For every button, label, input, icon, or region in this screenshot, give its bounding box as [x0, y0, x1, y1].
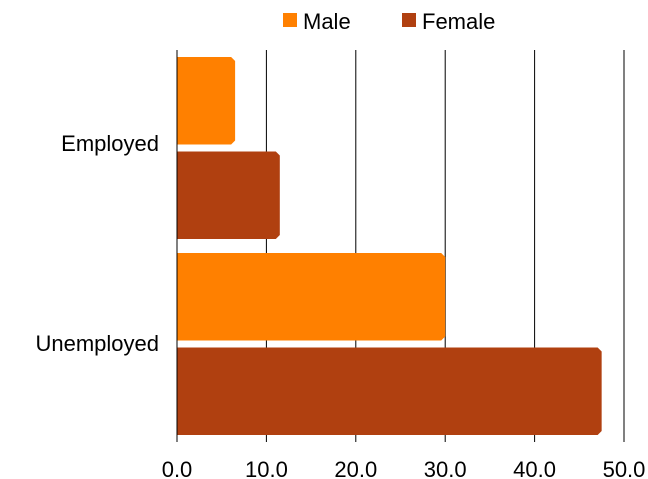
category-label-employed: Employed [61, 131, 159, 156]
bar-female-unemployed [177, 347, 602, 435]
category-label-unemployed: Unemployed [35, 331, 159, 356]
legend-label-female: Female [422, 9, 495, 34]
x-tick-label-2: 20.0 [334, 457, 377, 479]
legend-swatch-female [402, 13, 416, 27]
bars [177, 57, 602, 435]
x-tick-label-4: 40.0 [513, 457, 556, 479]
y-axis: Employed Unemployed [35, 50, 178, 442]
bar-female-employed [177, 151, 280, 239]
x-tick-label-5: 50.0 [603, 457, 646, 479]
legend-swatch-male [283, 13, 297, 27]
legend: Male Female [283, 9, 495, 34]
x-tick-label-0: 0.0 [162, 457, 193, 479]
bar-male-unemployed [177, 253, 446, 341]
x-tick-label-1: 10.0 [245, 457, 288, 479]
legend-label-male: Male [303, 9, 351, 34]
x-axis: 0.0 10.0 20.0 30.0 40.0 50.0 [162, 457, 646, 479]
bar-male-employed [177, 57, 236, 145]
x-tick-label-3: 30.0 [424, 457, 467, 479]
